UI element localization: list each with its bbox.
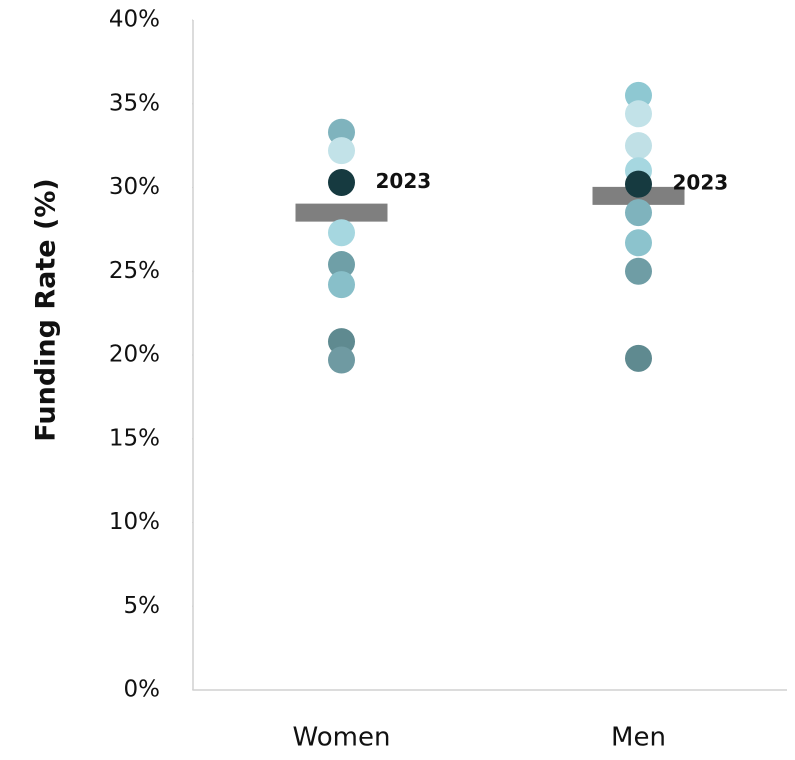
y-tick-label: 40%	[109, 7, 160, 33]
point	[625, 229, 652, 257]
mean-bar	[295, 203, 388, 222]
point	[328, 168, 355, 196]
y-tick-label: 15%	[109, 425, 160, 451]
point-label: 2023	[376, 169, 432, 193]
point	[625, 132, 652, 160]
point	[625, 344, 652, 372]
point	[328, 251, 355, 279]
y-tick-label: 10%	[109, 509, 160, 535]
point	[625, 170, 652, 198]
point	[625, 199, 652, 227]
point	[625, 100, 652, 128]
y-tick-label: 0%	[124, 677, 161, 703]
y-tick-label: 25%	[109, 258, 160, 284]
y-tick-label: 30%	[109, 174, 160, 200]
x-tick-label: Men	[611, 723, 666, 753]
y-tick-label: 35%	[109, 90, 160, 116]
point	[328, 137, 355, 165]
point	[328, 271, 355, 299]
y-tick-label: 20%	[109, 342, 160, 368]
point	[625, 257, 652, 285]
x-tick-label: Women	[293, 723, 391, 753]
y-tick-label: 5%	[124, 593, 161, 619]
point	[328, 219, 355, 247]
point	[328, 346, 355, 374]
point-label: 2023	[673, 171, 729, 195]
y-axis-label: Funding Rate (%)	[31, 178, 62, 441]
